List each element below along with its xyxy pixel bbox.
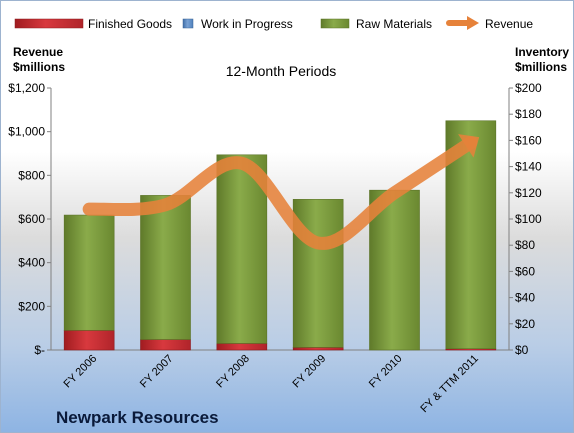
bar-finished-goods <box>63 330 115 351</box>
bar-finished-goods <box>140 339 191 351</box>
legend-swatch-revenue <box>446 16 479 30</box>
left-tick-label: $200 <box>18 299 45 313</box>
right-tick-label: $180 <box>515 107 542 121</box>
right-axis-title-line2: $millions <box>515 60 567 74</box>
legend-label-raw-materials: Raw Materials <box>356 17 432 31</box>
legend: Finished Goods Work in Progress Raw Mate… <box>14 16 533 31</box>
left-tick-label: $1,200 <box>8 81 45 95</box>
bar-raw-materials <box>140 195 191 340</box>
right-tick-label: $80 <box>515 238 535 252</box>
right-tick-label: $160 <box>515 133 542 147</box>
legend-swatch-work-in-progress <box>182 18 194 29</box>
revenue-line-group <box>82 134 480 250</box>
left-axis-title-line2: $millions <box>13 60 65 74</box>
revenue-line <box>82 136 478 250</box>
legend-label-finished-goods: Finished Goods <box>88 17 172 31</box>
x-tick-label: FY & TTM 2011 <box>418 353 481 416</box>
x-tick-label: FY 2008 <box>214 353 252 391</box>
left-axis-ticks: $- $200 $400 $600 $800 $1,000 $1,200 <box>8 81 51 357</box>
legend-swatch-raw-materials <box>320 18 350 29</box>
bar-raw-materials <box>63 214 115 331</box>
right-tick-label: $120 <box>515 186 542 200</box>
right-axis-ticks: $0 $20 $40 $60 $80 $100 $120 $140 $160 $180 $200 <box>509 81 542 357</box>
left-tick-label: $800 <box>18 168 45 182</box>
left-tick-label: $1,000 <box>8 125 45 139</box>
right-axis-title-line1: Inventory <box>515 45 569 59</box>
revenue-arrowhead <box>458 134 480 158</box>
right-tick-label: $100 <box>515 212 542 226</box>
x-tick-label: FY 2010 <box>367 353 405 391</box>
right-tick-label: $200 <box>515 81 542 95</box>
bars <box>63 120 497 351</box>
left-tick-label: $400 <box>18 256 45 270</box>
right-tick-label: $60 <box>515 264 535 278</box>
bar-finished-goods <box>292 347 344 351</box>
right-tick-label: $40 <box>515 291 535 305</box>
left-tick-label: $- <box>34 343 45 357</box>
right-tick-label: $20 <box>515 317 535 331</box>
legend-swatch-finished-goods <box>14 18 84 29</box>
bar-raw-materials <box>369 189 420 351</box>
x-tick-label: FY 2006 <box>62 353 100 391</box>
x-tick-label: FY 2007 <box>138 353 176 391</box>
legend-label-revenue: Revenue <box>485 17 533 31</box>
right-tick-label: $140 <box>515 160 542 174</box>
x-tick-label: FY 2009 <box>291 353 329 391</box>
left-tick-label: $600 <box>18 212 45 226</box>
company-name: Newpark Resources <box>56 408 219 427</box>
left-axis-title-line1: Revenue <box>13 45 63 59</box>
x-axis-ticks: FY 2006 FY 2007 FY 2008 FY 2009 FY 2010 FY & … <box>62 353 481 416</box>
legend-label-work-in-progress: Work in Progress <box>201 17 293 31</box>
chart-title: 12-Month Periods <box>226 63 337 79</box>
bar-raw-materials <box>216 154 268 344</box>
right-tick-label: $0 <box>515 343 529 357</box>
bar-finished-goods <box>216 343 268 351</box>
